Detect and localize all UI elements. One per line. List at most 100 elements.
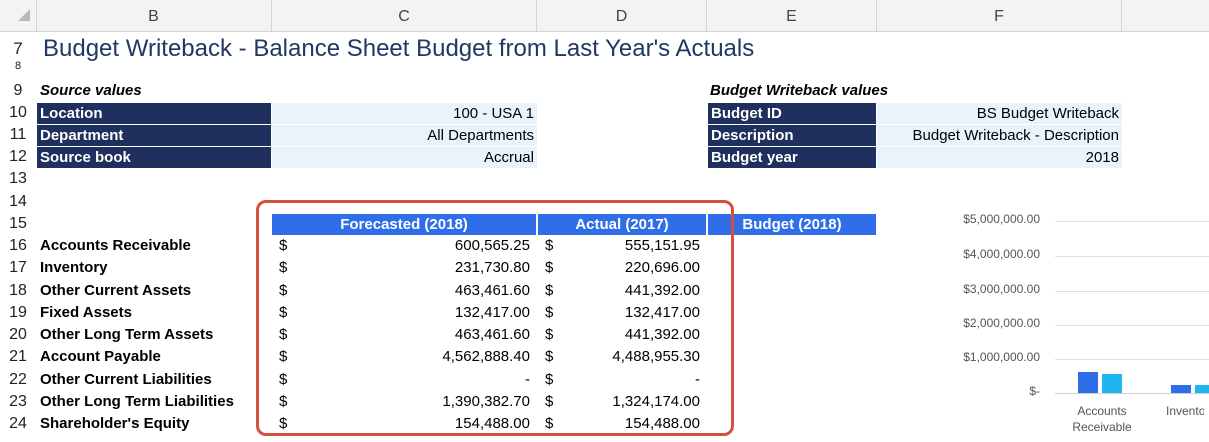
row-header-16[interactable]: 16 <box>9 237 27 254</box>
row-header-18[interactable]: 18 <box>9 282 27 299</box>
row-label[interactable]: Other Current Liabilities <box>40 371 212 388</box>
actual-value[interactable]: 441,392.00 <box>624 282 700 299</box>
source-value-location[interactable]: 100 - USA 1 <box>272 103 537 124</box>
y-tick-label: $- <box>1029 384 1040 398</box>
header-actual[interactable]: Actual (2017) <box>538 214 706 235</box>
source-label-location[interactable]: Location <box>37 103 271 124</box>
currency-symbol: $ <box>279 348 288 365</box>
writeback-value-budget-id[interactable]: BS Budget Writeback <box>877 103 1122 124</box>
chart-bar[interactable] <box>1195 385 1209 393</box>
header-budget[interactable]: Budget (2018) <box>708 214 876 235</box>
sheet-title[interactable]: Budget Writeback - Balance Sheet Budget … <box>43 35 755 62</box>
row-label[interactable]: Other Current Assets <box>40 282 192 299</box>
currency-symbol: $ <box>545 393 554 410</box>
chart-bar[interactable] <box>1102 373 1122 393</box>
highlight-box <box>256 200 734 436</box>
row-header-21[interactable]: 21 <box>9 348 27 365</box>
currency-symbol: $ <box>545 326 554 343</box>
actual-value[interactable]: 1,324,174.00 <box>612 393 700 410</box>
chart-bar[interactable] <box>1078 372 1098 393</box>
forecast-value[interactable]: 1,390,382.70 <box>442 393 530 410</box>
y-tick-label: $2,000,000.00 <box>963 316 1040 330</box>
gridline <box>1055 325 1209 326</box>
row-header-14[interactable]: 14 <box>9 193 27 210</box>
column-header-e[interactable]: E <box>707 0 877 31</box>
row-header-19[interactable]: 19 <box>9 304 27 321</box>
currency-symbol: $ <box>279 282 288 299</box>
gridline <box>1055 256 1209 257</box>
source-label-source-book[interactable]: Source book <box>37 147 271 168</box>
actual-value[interactable]: - <box>695 371 700 388</box>
currency-symbol: $ <box>545 371 554 388</box>
source-value-department[interactable]: All Departments <box>272 125 537 146</box>
row-header-22[interactable]: 22 <box>9 371 27 388</box>
row-header-13[interactable]: 13 <box>9 170 27 187</box>
source-value-source-book[interactable]: Accrual <box>272 147 537 168</box>
source-label-department[interactable]: Department <box>37 125 271 146</box>
currency-symbol: $ <box>279 304 288 321</box>
writeback-values-heading[interactable]: Budget Writeback values <box>710 82 889 99</box>
currency-symbol: $ <box>545 259 554 276</box>
row-header-24[interactable]: 24 <box>9 415 27 432</box>
row-label[interactable]: Accounts Receivable <box>40 237 191 254</box>
actual-value[interactable]: 220,696.00 <box>624 259 700 276</box>
forecast-value[interactable]: 132,417.00 <box>454 304 530 321</box>
column-header-f[interactable]: F <box>877 0 1122 31</box>
actual-value[interactable]: 154,488.00 <box>624 415 700 432</box>
currency-symbol: $ <box>279 371 288 388</box>
actual-value[interactable]: 4,488,955.30 <box>612 348 700 365</box>
gridline <box>1055 359 1209 360</box>
writeback-value-description[interactable]: Budget Writeback - Description <box>877 125 1122 146</box>
writeback-label-budget-id[interactable]: Budget ID <box>708 103 876 124</box>
forecast-value[interactable]: 154,488.00 <box>454 415 530 432</box>
row-label[interactable]: Inventory <box>40 259 108 276</box>
row-label[interactable]: Account Payable <box>40 348 161 365</box>
y-tick-label: $5,000,000.00 <box>963 212 1040 226</box>
row-label[interactable]: Other Long Term Assets <box>40 326 214 343</box>
currency-symbol: $ <box>279 415 288 432</box>
row-header-17[interactable]: 17 <box>9 259 27 276</box>
currency-symbol: $ <box>279 237 288 254</box>
actual-value[interactable]: 132,417.00 <box>624 304 700 321</box>
select-all-corner[interactable] <box>0 0 37 31</box>
row-header-23[interactable]: 23 <box>9 393 27 410</box>
currency-symbol: $ <box>545 348 554 365</box>
y-tick-label: $4,000,000.00 <box>963 247 1040 261</box>
select-all-icon <box>18 9 30 21</box>
gridline <box>1055 221 1209 222</box>
row-header-15[interactable]: 15 <box>9 215 27 232</box>
writeback-label-budget-year[interactable]: Budget year <box>708 147 876 168</box>
currency-symbol: $ <box>279 326 288 343</box>
column-header-g[interactable] <box>1122 0 1209 31</box>
currency-symbol: $ <box>545 282 554 299</box>
source-values-heading[interactable]: Source values <box>40 82 142 99</box>
row-header-8[interactable]: 8 <box>14 61 22 71</box>
chart-bar[interactable] <box>1171 385 1191 393</box>
forecast-value[interactable]: 4,562,888.40 <box>442 348 530 365</box>
actual-value[interactable]: 441,392.00 <box>624 326 700 343</box>
forecast-value[interactable]: 231,730.80 <box>454 259 530 276</box>
column-header-d[interactable]: D <box>537 0 707 31</box>
forecast-value[interactable]: 463,461.60 <box>454 326 530 343</box>
row-label[interactable]: Other Long Term Liabilities <box>40 393 234 410</box>
currency-symbol: $ <box>545 304 554 321</box>
forecast-value[interactable]: 600,565.25 <box>454 237 530 254</box>
row-label[interactable]: Fixed Assets <box>40 304 132 321</box>
gridline <box>1055 291 1209 292</box>
column-header-bar: B C D E F <box>0 0 1209 32</box>
row-header-20[interactable]: 20 <box>9 326 27 343</box>
row-header-12[interactable]: 12 <box>9 148 27 165</box>
row-header-9[interactable]: 9 <box>13 82 23 99</box>
row-header-10[interactable]: 10 <box>9 104 27 121</box>
column-header-b[interactable]: B <box>36 0 272 31</box>
row-label[interactable]: Shareholder's Equity <box>40 415 190 432</box>
forecast-value[interactable]: 463,461.60 <box>454 282 530 299</box>
row-header-7[interactable]: 7 <box>13 39 23 58</box>
forecast-value[interactable]: - <box>525 371 530 388</box>
writeback-value-budget-year[interactable]: 2018 <box>877 147 1122 168</box>
writeback-label-description[interactable]: Description <box>708 125 876 146</box>
row-header-11[interactable]: 11 <box>9 126 27 143</box>
header-forecasted[interactable]: Forecasted (2018) <box>272 214 536 235</box>
column-header-c[interactable]: C <box>272 0 537 31</box>
actual-value[interactable]: 555,151.95 <box>624 237 700 254</box>
